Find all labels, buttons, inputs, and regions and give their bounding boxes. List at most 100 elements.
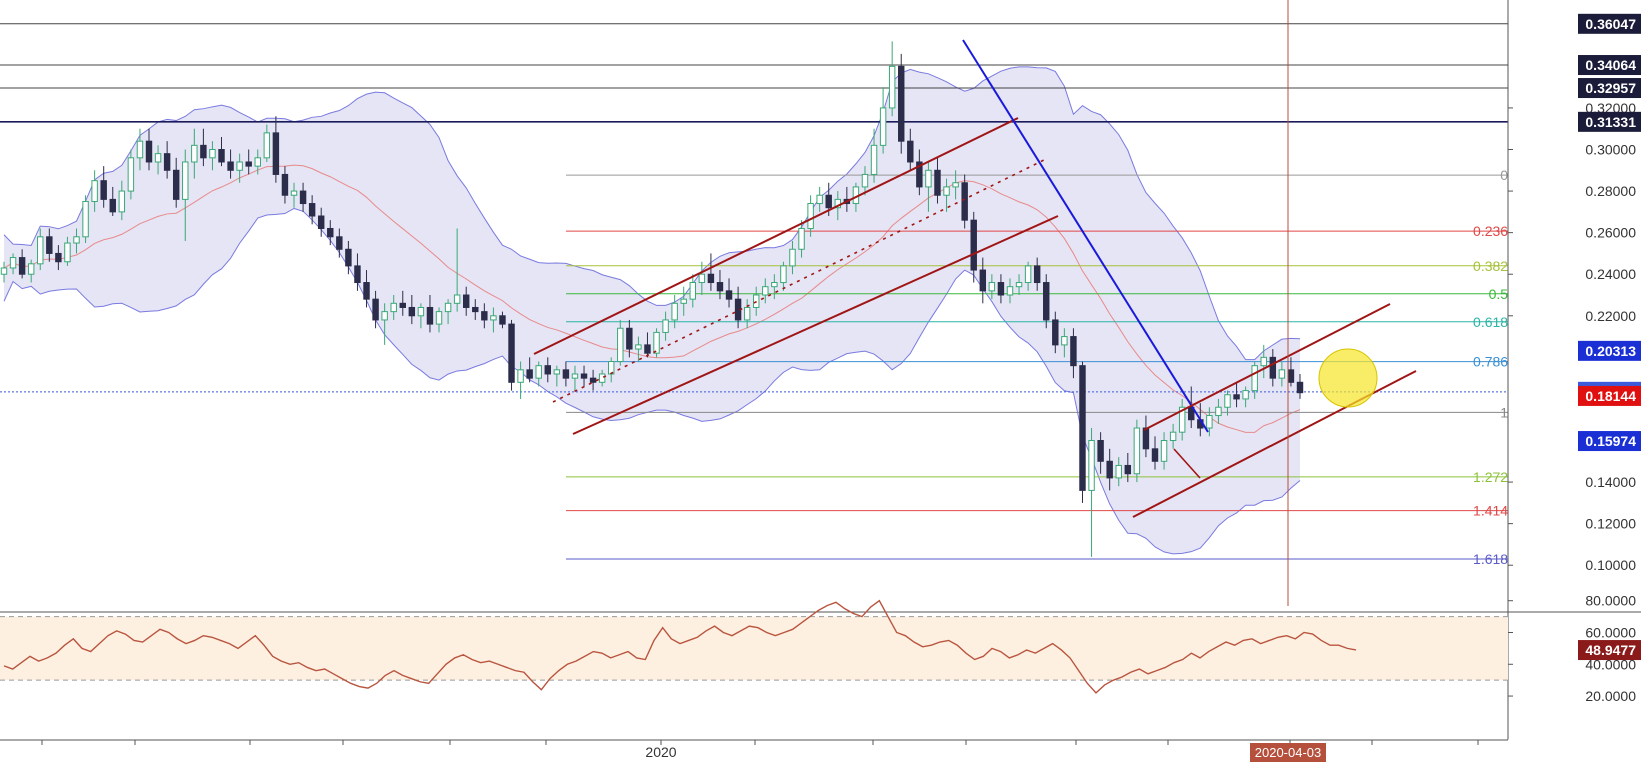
candle-body (444, 302, 452, 313)
candle-body (1233, 394, 1240, 400)
candle-body (462, 294, 470, 308)
candle-body (182, 161, 189, 200)
candle-body (372, 298, 379, 321)
candle-body (1188, 406, 1195, 421)
rsi-current-badge (1578, 640, 1641, 661)
bollinger-band-layer (3, 66, 1301, 555)
candle-body (725, 290, 733, 300)
candles-layer (0, 41, 1304, 557)
candle-body (1206, 415, 1213, 429)
candle-body (1033, 265, 1041, 284)
candle-body (408, 306, 416, 317)
candle-body (127, 157, 135, 192)
candle-body (916, 161, 923, 188)
price-tick-label: 0.14000 (1585, 474, 1636, 490)
candle-body (798, 227, 805, 250)
price-tick-label: 0.28000 (1585, 183, 1636, 199)
time-label-crosshair: 2020-04-03 (1255, 745, 1322, 760)
candle-body (399, 302, 406, 308)
rsi-tick-label: 20.0000 (1585, 688, 1636, 704)
price-badge (1578, 340, 1641, 361)
candle-body (571, 373, 579, 379)
candle-body (172, 169, 180, 200)
candle-body (1224, 394, 1231, 408)
price-badge-label: 0.20313 (1585, 343, 1636, 359)
candle-body (1169, 431, 1177, 441)
channel-lower-line (572, 215, 1059, 435)
candle-body (417, 306, 425, 317)
candle-body (598, 373, 606, 383)
candle-body (689, 282, 697, 300)
candle-body (1151, 448, 1159, 462)
candle-body (1133, 427, 1141, 475)
candle-body (490, 315, 497, 321)
candle-body (1269, 356, 1277, 379)
moving-average-line (3, 164, 1301, 433)
candle-body (1006, 286, 1014, 296)
candle-body (145, 140, 153, 163)
price-tick-label: 0.26000 (1585, 225, 1636, 241)
candle-body (617, 327, 624, 363)
candle-body (263, 132, 271, 159)
candle-body (535, 365, 542, 379)
price-badge-label: 0.34064 (1585, 57, 1636, 73)
candle-body (943, 186, 950, 196)
price-tick-label: 0.12000 (1585, 516, 1636, 532)
candle-body (154, 153, 162, 163)
candle-body (762, 286, 769, 296)
candle-body (508, 323, 515, 383)
candle-body (472, 306, 479, 313)
candle-body (55, 252, 62, 263)
rsi-line (3, 599, 1357, 694)
candle-body (109, 198, 116, 213)
candle-body (1097, 440, 1104, 462)
candle-body (64, 242, 71, 263)
candle-body (218, 149, 225, 163)
candle-body (73, 236, 80, 244)
candle-body (1061, 336, 1068, 346)
candle-body (327, 227, 334, 238)
rsi-current-label: 48.9477 (1585, 642, 1636, 658)
candle-body (1242, 390, 1249, 400)
candle-body (780, 265, 787, 284)
price-badge-label: 0.15974 (1585, 433, 1636, 449)
candle-body (635, 344, 642, 350)
price-badge-label: 0.32957 (1585, 80, 1636, 96)
candle-body (354, 265, 361, 284)
candle-body (698, 273, 706, 284)
candle-body (191, 144, 198, 163)
candle-body (997, 282, 1005, 296)
candle-body (979, 269, 987, 292)
candle-body (1024, 265, 1032, 284)
candle-body (789, 248, 796, 267)
candle-body (336, 236, 343, 250)
price-badge (1578, 111, 1641, 132)
bollinger-band-fill (4, 66, 1300, 554)
candle-body (807, 203, 814, 229)
candle-body (544, 365, 551, 375)
candle-body (707, 273, 715, 284)
candle-body (1260, 356, 1267, 367)
candle-body (1124, 464, 1132, 475)
candle-body (345, 248, 352, 267)
candle-body (671, 302, 678, 321)
candle-body (272, 132, 280, 175)
horizontal-lines-layer (0, 23, 1508, 393)
candle-body (961, 182, 968, 221)
candle-body (1052, 319, 1059, 346)
rsi-tick-label: 60.0000 (1585, 624, 1636, 640)
candle-body (653, 331, 660, 354)
candle-body (898, 65, 905, 142)
candle-body (9, 257, 17, 269)
recovery-channel-upper (1143, 303, 1391, 431)
candle-body (607, 361, 615, 375)
candle-body (499, 315, 506, 325)
candle-body (680, 298, 687, 304)
price-axis-layer: 0.320000.300000.280000.260000.240000.220… (1507, 0, 1641, 740)
candle-body (988, 282, 996, 292)
candle-body (481, 311, 488, 321)
candle-body (236, 161, 243, 171)
candle-body (517, 369, 524, 383)
